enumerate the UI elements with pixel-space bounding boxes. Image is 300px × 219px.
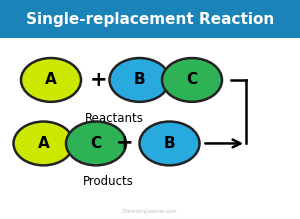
Text: Single-replacement Reaction: Single-replacement Reaction	[26, 12, 274, 27]
Circle shape	[140, 122, 200, 165]
Text: A: A	[45, 72, 57, 87]
Circle shape	[14, 122, 74, 165]
Circle shape	[110, 58, 170, 102]
Circle shape	[21, 58, 81, 102]
Text: B: B	[134, 72, 145, 87]
Text: Products: Products	[82, 175, 134, 188]
Text: C: C	[90, 136, 102, 151]
Text: C: C	[186, 72, 198, 87]
FancyBboxPatch shape	[0, 0, 300, 38]
Text: A: A	[38, 136, 50, 151]
Text: ChemistryLearner.com: ChemistryLearner.com	[122, 208, 178, 214]
Text: +: +	[90, 70, 108, 90]
Circle shape	[66, 122, 126, 165]
Text: +: +	[116, 133, 133, 154]
Text: Reactants: Reactants	[85, 112, 143, 125]
Text: B: B	[164, 136, 175, 151]
Circle shape	[162, 58, 222, 102]
